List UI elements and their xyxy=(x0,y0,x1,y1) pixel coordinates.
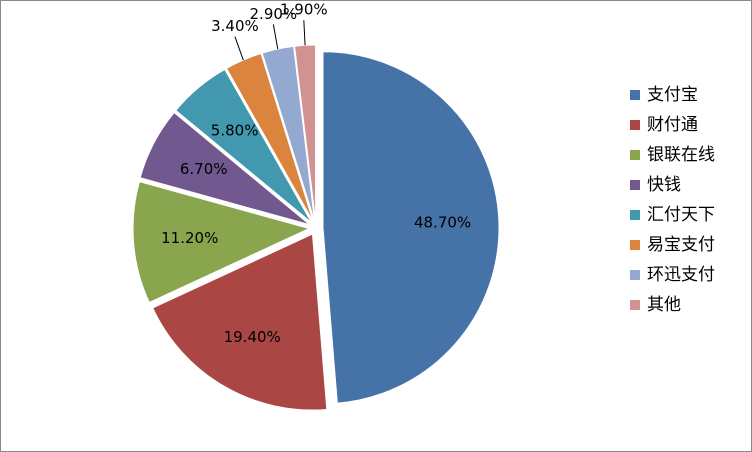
data-label: 3.40% xyxy=(211,17,259,35)
legend-swatch xyxy=(630,240,640,250)
legend-label: 其他 xyxy=(647,295,681,315)
legend-label: 财付通 xyxy=(647,115,698,135)
leader-line xyxy=(303,20,306,46)
pie-slice xyxy=(139,111,311,226)
legend-label: 快钱 xyxy=(647,175,681,195)
legend-swatch xyxy=(630,210,640,220)
data-label: 11.20% xyxy=(161,229,218,247)
legend-swatch xyxy=(630,270,640,280)
legend-swatch xyxy=(630,300,640,310)
legend-label: 银联在线 xyxy=(647,145,715,165)
legend-swatch xyxy=(630,180,640,190)
pie-slice xyxy=(175,68,312,224)
legend-swatch xyxy=(630,150,640,160)
legend-swatch xyxy=(630,120,640,130)
data-label: 6.70% xyxy=(180,160,228,178)
data-label: 5.80% xyxy=(211,121,259,139)
data-label: 2.90% xyxy=(250,5,298,23)
data-label: 48.70% xyxy=(414,213,471,231)
legend-label: 易宝支付 xyxy=(647,235,715,255)
data-label: 1.90% xyxy=(280,1,328,19)
leader-line xyxy=(272,24,279,50)
data-label: 19.40% xyxy=(224,328,281,346)
legend-label: 汇付天下 xyxy=(647,205,715,225)
legend-swatch xyxy=(630,90,640,100)
pie-slice xyxy=(225,52,314,222)
pie: 48.70% 19.40% 11.20% 6.70% 5.80% 3.40%2.90%1.… xyxy=(132,1,500,411)
leader-line xyxy=(234,36,244,61)
pie-slice xyxy=(132,180,311,304)
legend-label: 支付宝 xyxy=(647,85,698,105)
pie-slice xyxy=(152,233,328,411)
legend-label: 环迅支付 xyxy=(647,265,715,285)
pie-slice xyxy=(322,51,500,404)
